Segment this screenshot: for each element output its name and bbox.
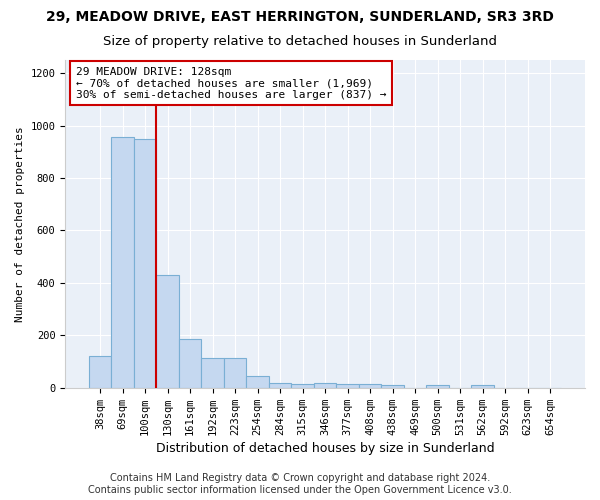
Bar xyxy=(247,376,269,388)
Bar xyxy=(112,138,134,388)
Bar xyxy=(292,384,314,388)
Text: Contains HM Land Registry data © Crown copyright and database right 2024.
Contai: Contains HM Land Registry data © Crown c… xyxy=(88,474,512,495)
Bar xyxy=(157,275,179,388)
Bar xyxy=(134,138,157,388)
X-axis label: Distribution of detached houses by size in Sunderland: Distribution of detached houses by size … xyxy=(156,442,494,455)
Text: Size of property relative to detached houses in Sunderland: Size of property relative to detached ho… xyxy=(103,35,497,48)
Bar xyxy=(224,358,247,388)
Text: 29 MEADOW DRIVE: 128sqm
← 70% of detached houses are smaller (1,969)
30% of semi: 29 MEADOW DRIVE: 128sqm ← 70% of detache… xyxy=(76,66,386,100)
Bar xyxy=(382,385,404,388)
Y-axis label: Number of detached properties: Number of detached properties xyxy=(15,126,25,322)
Bar xyxy=(472,385,494,388)
Bar xyxy=(269,382,292,388)
Bar xyxy=(337,384,359,388)
Bar xyxy=(314,382,337,388)
Bar xyxy=(359,384,382,388)
Bar xyxy=(202,358,224,388)
Text: 29, MEADOW DRIVE, EAST HERRINGTON, SUNDERLAND, SR3 3RD: 29, MEADOW DRIVE, EAST HERRINGTON, SUNDE… xyxy=(46,10,554,24)
Bar xyxy=(89,356,112,388)
Bar xyxy=(179,340,202,388)
Bar xyxy=(427,385,449,388)
